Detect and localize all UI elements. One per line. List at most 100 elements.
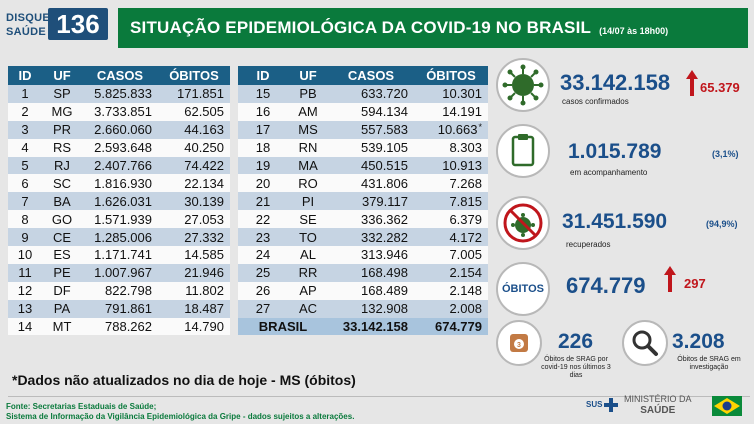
calendar-icon-number: 3 bbox=[517, 342, 521, 349]
cell-uf-text: SE bbox=[299, 211, 317, 227]
table-row: 23 TO 332.282 4.172 bbox=[238, 228, 488, 247]
cell-casos: 336.362 bbox=[328, 210, 414, 229]
recovered-label: recuperados bbox=[566, 240, 611, 249]
cell-casos-text: 332.282 bbox=[361, 229, 408, 245]
header-casos: CASOS bbox=[328, 66, 414, 85]
cell-uf: SP bbox=[42, 85, 82, 103]
cell-id: 24 bbox=[238, 246, 288, 264]
cell-obitos: 44.163 bbox=[158, 120, 230, 139]
cell-obitos-text: 10.913 bbox=[442, 158, 482, 173]
cell-id-text: 23 bbox=[255, 229, 271, 245]
cell-id: 7 bbox=[8, 192, 42, 211]
calendar-icon: 3 bbox=[496, 320, 542, 366]
cell-casos-text: 168.489 bbox=[361, 283, 408, 299]
cell-obitos: 7.268 bbox=[414, 174, 488, 193]
cell-casos: 5.825.833 bbox=[82, 85, 158, 103]
cell-uf: RS bbox=[42, 138, 82, 157]
deaths-badge-label: ÓBITOS bbox=[502, 283, 544, 295]
cell-casos: 2.407.766 bbox=[82, 156, 158, 175]
cell-obitos-text: 27.332 bbox=[184, 229, 224, 245]
cell-obitos: 62.505 bbox=[158, 102, 230, 121]
cell-id-text: 16 bbox=[255, 104, 271, 120]
cell-uf-text: DF bbox=[53, 283, 71, 299]
cell-casos-text: 5.825.833 bbox=[94, 86, 152, 102]
cell-obitos: 7.815 bbox=[414, 192, 488, 211]
cell-uf-text: ES bbox=[53, 247, 71, 263]
cell-uf: AL bbox=[288, 246, 328, 264]
cell-id: 1 bbox=[8, 85, 42, 103]
table-row: 19 MA 450.515 10.913 bbox=[238, 156, 488, 175]
cell-obitos: 22.134 bbox=[158, 174, 230, 193]
cell-id-text: 19 bbox=[255, 158, 271, 173]
cell-uf-text: PA bbox=[53, 301, 71, 317]
cell-obitos: 18.487 bbox=[158, 299, 230, 318]
cell-id: 11 bbox=[8, 263, 42, 282]
cell-id: 6 bbox=[8, 174, 42, 193]
ministry-line-1: MINISTÉRIO DA bbox=[624, 394, 692, 404]
cell-id-text: 21 bbox=[255, 193, 271, 209]
cell-obitos: 10.301 bbox=[414, 85, 488, 103]
brazil-flag-icon bbox=[712, 396, 742, 421]
cell-obitos: 11.802 bbox=[158, 281, 230, 300]
cell-casos: 1.171.741 bbox=[82, 246, 158, 264]
cell-casos-text: 788.262 bbox=[105, 319, 152, 335]
magnifier-icon bbox=[622, 320, 668, 366]
cell-id-text: 24 bbox=[255, 247, 271, 263]
cell-uf: PR bbox=[42, 120, 82, 139]
cell-uf: AP bbox=[288, 281, 328, 300]
cell-casos-text: 822.798 bbox=[105, 283, 152, 299]
confirmed-delta: 65.379 bbox=[700, 80, 740, 95]
table-row: 9 CE 1.285.006 27.332 bbox=[8, 228, 230, 247]
cell-uf-text: SC bbox=[52, 175, 72, 191]
clipboard-icon bbox=[496, 124, 550, 178]
cross-icon bbox=[604, 398, 618, 417]
cell-casos: 594.134 bbox=[328, 102, 414, 121]
cell-casos: 557.583 bbox=[328, 120, 414, 139]
cell-uf-text: AM bbox=[298, 104, 318, 120]
cell-uf: ES bbox=[42, 246, 82, 264]
table-row: 16 AM 594.134 14.191 bbox=[238, 102, 488, 121]
cell-id: 22 bbox=[238, 210, 288, 229]
cell-obitos-text: 30.139 bbox=[184, 193, 224, 209]
cell-id: 20 bbox=[238, 174, 288, 193]
cell-obitos-text: 22.134 bbox=[184, 175, 224, 191]
brasil-obitos: 674.779 bbox=[414, 317, 488, 336]
recovered-percent: (94,9%) bbox=[706, 219, 738, 229]
cell-obitos-text: 18.487 bbox=[184, 301, 224, 317]
cell-id: 13 bbox=[8, 299, 42, 318]
cell-id: 10 bbox=[8, 246, 42, 264]
table-row: 12 DF 822.798 11.802 bbox=[8, 281, 230, 300]
cell-id: 27 bbox=[238, 299, 288, 318]
cell-casos: 2.593.648 bbox=[82, 138, 158, 157]
recovered-value: 31.451.590 bbox=[562, 210, 668, 233]
cell-id: 4 bbox=[8, 138, 42, 157]
cell-uf-text: AC bbox=[298, 301, 318, 317]
up-arrow-icon bbox=[664, 266, 676, 297]
cell-uf-text: CE bbox=[52, 229, 72, 245]
cell-casos: 1.626.031 bbox=[82, 192, 158, 211]
cell-uf: RJ bbox=[42, 156, 82, 175]
cell-id-text: 12 bbox=[17, 283, 33, 299]
cell-casos-text: 1.285.006 bbox=[94, 229, 152, 245]
header-obitos: ÓBITOS bbox=[414, 66, 488, 85]
cell-id: 21 bbox=[238, 192, 288, 211]
cell-id: 5 bbox=[8, 156, 42, 175]
deaths-value: 674.779 bbox=[566, 273, 646, 298]
virus-icon bbox=[496, 58, 550, 112]
cell-uf: SC bbox=[42, 174, 82, 193]
cell-id: 15 bbox=[238, 85, 288, 103]
cell-casos-text: 2.593.648 bbox=[94, 140, 152, 156]
cell-casos-text: 336.362 bbox=[361, 211, 408, 227]
header-obitos: ÓBITOS bbox=[158, 66, 230, 85]
cell-uf-text: RR bbox=[298, 265, 318, 281]
cell-obitos: 30.139 bbox=[158, 192, 230, 211]
recovered-virus-crossed-icon bbox=[496, 196, 550, 250]
cell-uf: BA bbox=[42, 192, 82, 211]
cell-casos: 332.282 bbox=[328, 228, 414, 247]
cell-uf-text: PE bbox=[53, 265, 71, 281]
cell-casos: 1.007.967 bbox=[82, 263, 158, 282]
data-footnote: *Dados não atualizados no dia de hoje - … bbox=[12, 372, 356, 388]
srag-recent-label: Óbitos de SRAG por covid-19 nos últimos … bbox=[541, 356, 611, 379]
cell-obitos: 10.663* bbox=[414, 120, 488, 139]
cell-casos-text: 1.571.939 bbox=[94, 211, 152, 227]
